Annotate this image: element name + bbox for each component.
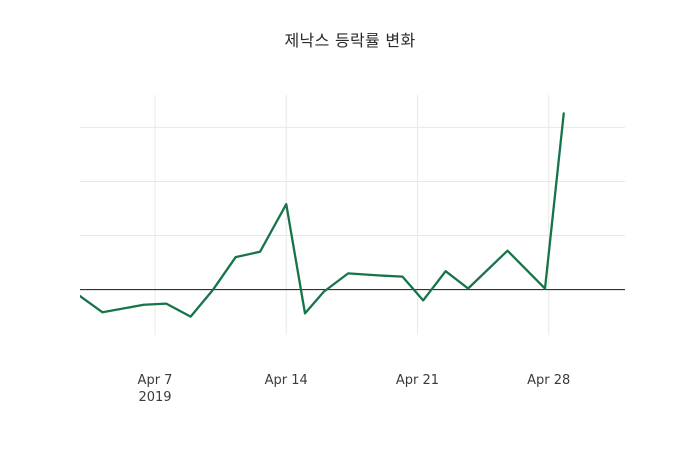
chart-title: 제낙스 등락률 변화 xyxy=(284,31,416,50)
x-tick-primary: Apr 21 xyxy=(395,373,440,388)
x-tick-label: Apr 7 2019 xyxy=(138,372,173,406)
x-tick-sublabel: 2019 xyxy=(138,390,172,405)
x-tick-primary: Apr 7 xyxy=(137,373,173,388)
x-tick-label: Apr 28 xyxy=(527,372,570,389)
x-tick-label: Apr 21 xyxy=(396,372,439,389)
gridlines-group xyxy=(80,95,625,335)
plot-area xyxy=(80,95,625,335)
series-line xyxy=(80,112,565,318)
x-tick-primary: Apr 28 xyxy=(527,373,571,388)
x-tick-label: Apr 14 xyxy=(265,372,308,389)
x-tick-primary: Apr 14 xyxy=(264,373,308,388)
line-chart-svg xyxy=(80,95,625,335)
